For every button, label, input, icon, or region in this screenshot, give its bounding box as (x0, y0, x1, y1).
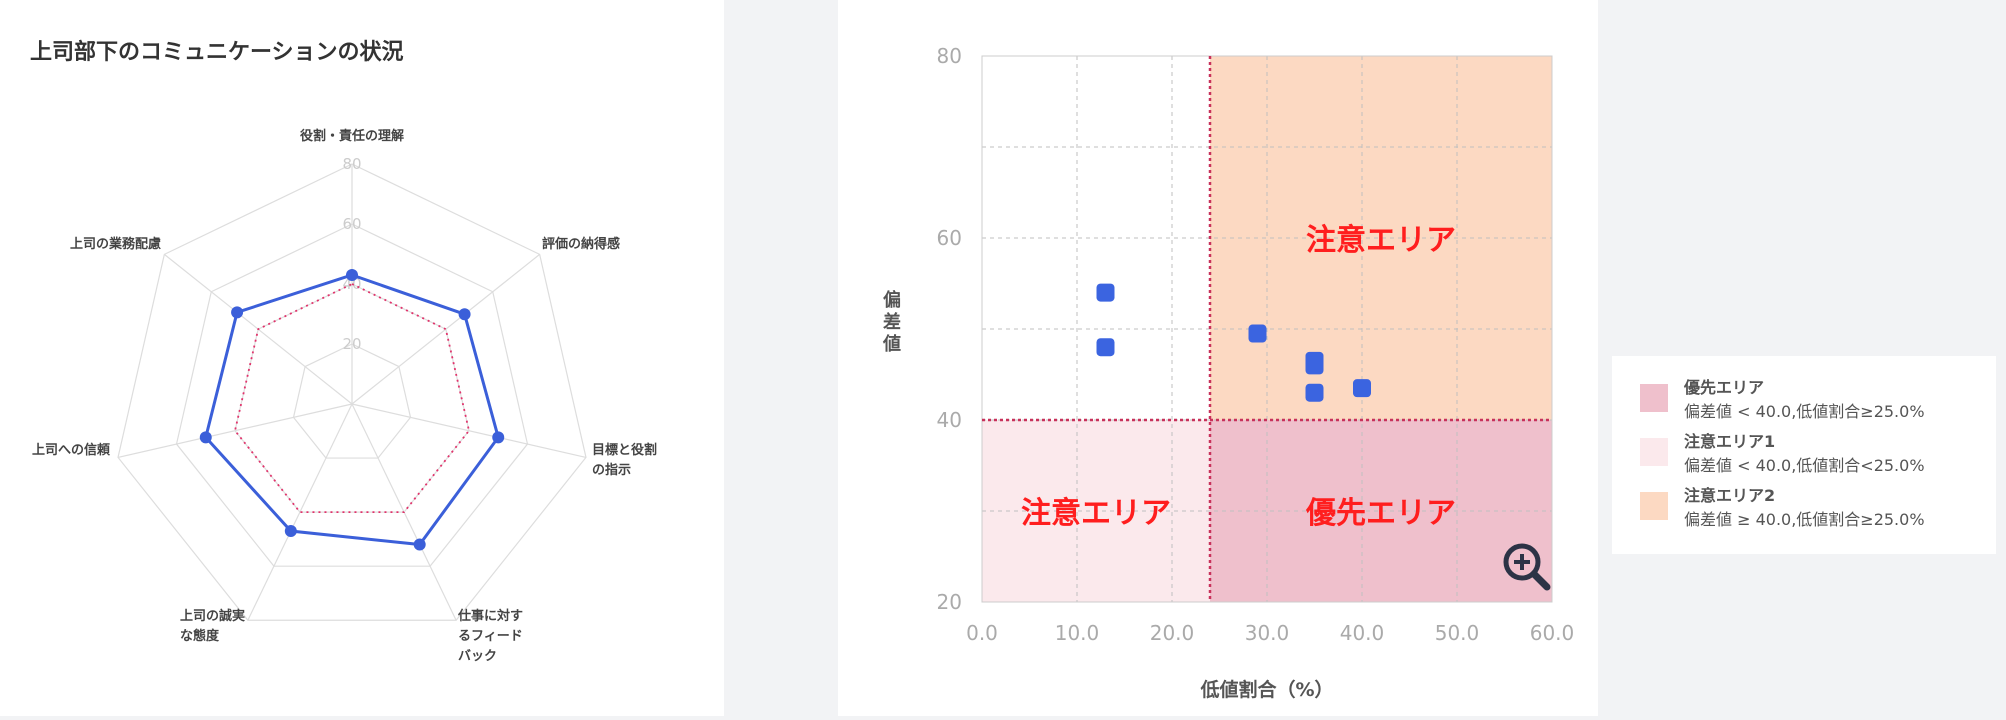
legend-item-priority: 優先エリア 偏差値 < 40.0,低値割合≥25.0% (1640, 378, 1925, 422)
radar-axis-label: 上司への信頼 (32, 442, 111, 458)
radar-chart-title: 上司部下のコミュニケーションの状況 (30, 40, 404, 65)
radar-spoke (351, 403, 587, 458)
legend-swatch (1640, 492, 1668, 520)
radar-chart: 20406080役割・責任の理解評価の納得感目標と役割の指示仕事に対するフィード… (32, 128, 657, 664)
region-label: 注意エリア (1021, 496, 1171, 531)
scatter-chart-card: 注意エリア 注意エリア 優先エリア 0.0 10.0 20.0 30.0 40.0 50.0 60… (838, 0, 1598, 716)
legend-swatch (1640, 384, 1668, 412)
radar-grid-ring (292, 343, 412, 459)
radar-chart-card: 上司部下のコミュニケーションの状況 20 40 60 80 役割・責任の理解 評価の納得感… (0, 0, 724, 716)
radar-point (492, 431, 505, 444)
radar-tick-label: 60 (342, 215, 361, 233)
x-tick-label: 40.0 (1340, 621, 1385, 645)
legend-description: 偏差値 < 40.0,低値割合<25.0% (1684, 456, 1925, 475)
radar-axis-label: 目標と役割の指示 (592, 442, 657, 478)
legend-description: 偏差値 ≥ 40.0,低値割合≥25.0% (1684, 510, 1925, 529)
y-tick-label: 80 (937, 44, 962, 68)
radar-axis-label: 評価の納得感 (542, 236, 620, 252)
legend-swatch (1640, 438, 1668, 466)
legend-label: 注意エリア1 (1684, 432, 1776, 451)
radar-axis-label: 上司の業務配慮 (70, 236, 161, 252)
scatter-point (1096, 283, 1115, 302)
radar-grid-ring (175, 223, 529, 567)
radar-spoke (351, 253, 541, 405)
x-tick-label: 20.0 (1150, 621, 1195, 645)
radar-axis-label: 仕事に対するフィードバック (457, 608, 523, 664)
radar-tick-label: 80 (342, 155, 361, 173)
scatter-point (1305, 356, 1324, 375)
legend-item-caution1: 注意エリア1 偏差値 < 40.0,低値割合<25.0% (1640, 432, 1925, 476)
x-tick-label: 0.0 (966, 621, 998, 645)
radar-axis-label: 役割・責任の理解 (300, 128, 404, 144)
y-axis-title: 偏差値 (882, 289, 901, 355)
radar-point (346, 269, 358, 281)
zoom-button[interactable] (1500, 540, 1552, 592)
radar-axis-label: 上司の誠実な態度 (180, 608, 245, 644)
legend-label: 優先エリア (1684, 378, 1765, 397)
zoom-in-icon (1503, 543, 1551, 591)
plot-frame (981, 55, 1553, 603)
legend-item-caution2: 注意エリア2 偏差値 ≥ 40.0,低値割合≥25.0% (1640, 486, 1925, 530)
region-label: 注意エリア (1306, 223, 1456, 258)
scatter-point (1305, 383, 1324, 402)
x-tick-label: 10.0 (1055, 621, 1100, 645)
x-tick-label: 60.0 (1530, 621, 1575, 645)
legend-description: 偏差値 < 40.0,低値割合≥25.0% (1684, 402, 1925, 421)
radar-point (284, 525, 297, 538)
radar-spoke (117, 403, 353, 458)
radar-point (199, 431, 212, 444)
radar-grid-ring (117, 163, 587, 621)
radar-point (413, 538, 426, 551)
scatter-point (1248, 324, 1267, 343)
radar-series-line (204, 273, 500, 547)
radar-tick-label: 20 (342, 335, 361, 353)
y-tick-label: 60 (937, 226, 962, 250)
radar-point (458, 308, 471, 321)
x-tick-label: 50.0 (1435, 621, 1480, 645)
radar-spoke (247, 403, 353, 621)
y-tick-label: 40 (937, 408, 962, 432)
scatter-point (1096, 338, 1115, 357)
x-tick-label: 30.0 (1245, 621, 1290, 645)
legend-label: 注意エリア2 (1684, 486, 1776, 505)
x-axis-title: 低値割合（%） (1199, 678, 1333, 701)
radar-point (231, 306, 244, 319)
radar-series-line (234, 283, 470, 514)
region-label: 優先エリア (1305, 496, 1456, 531)
y-tick-label: 20 (937, 590, 962, 614)
scatter-point (1353, 379, 1371, 398)
area-legend: 優先エリア 偏差値 < 40.0,低値割合≥25.0% 注意エリア1 偏差値 <… (1612, 356, 1996, 554)
